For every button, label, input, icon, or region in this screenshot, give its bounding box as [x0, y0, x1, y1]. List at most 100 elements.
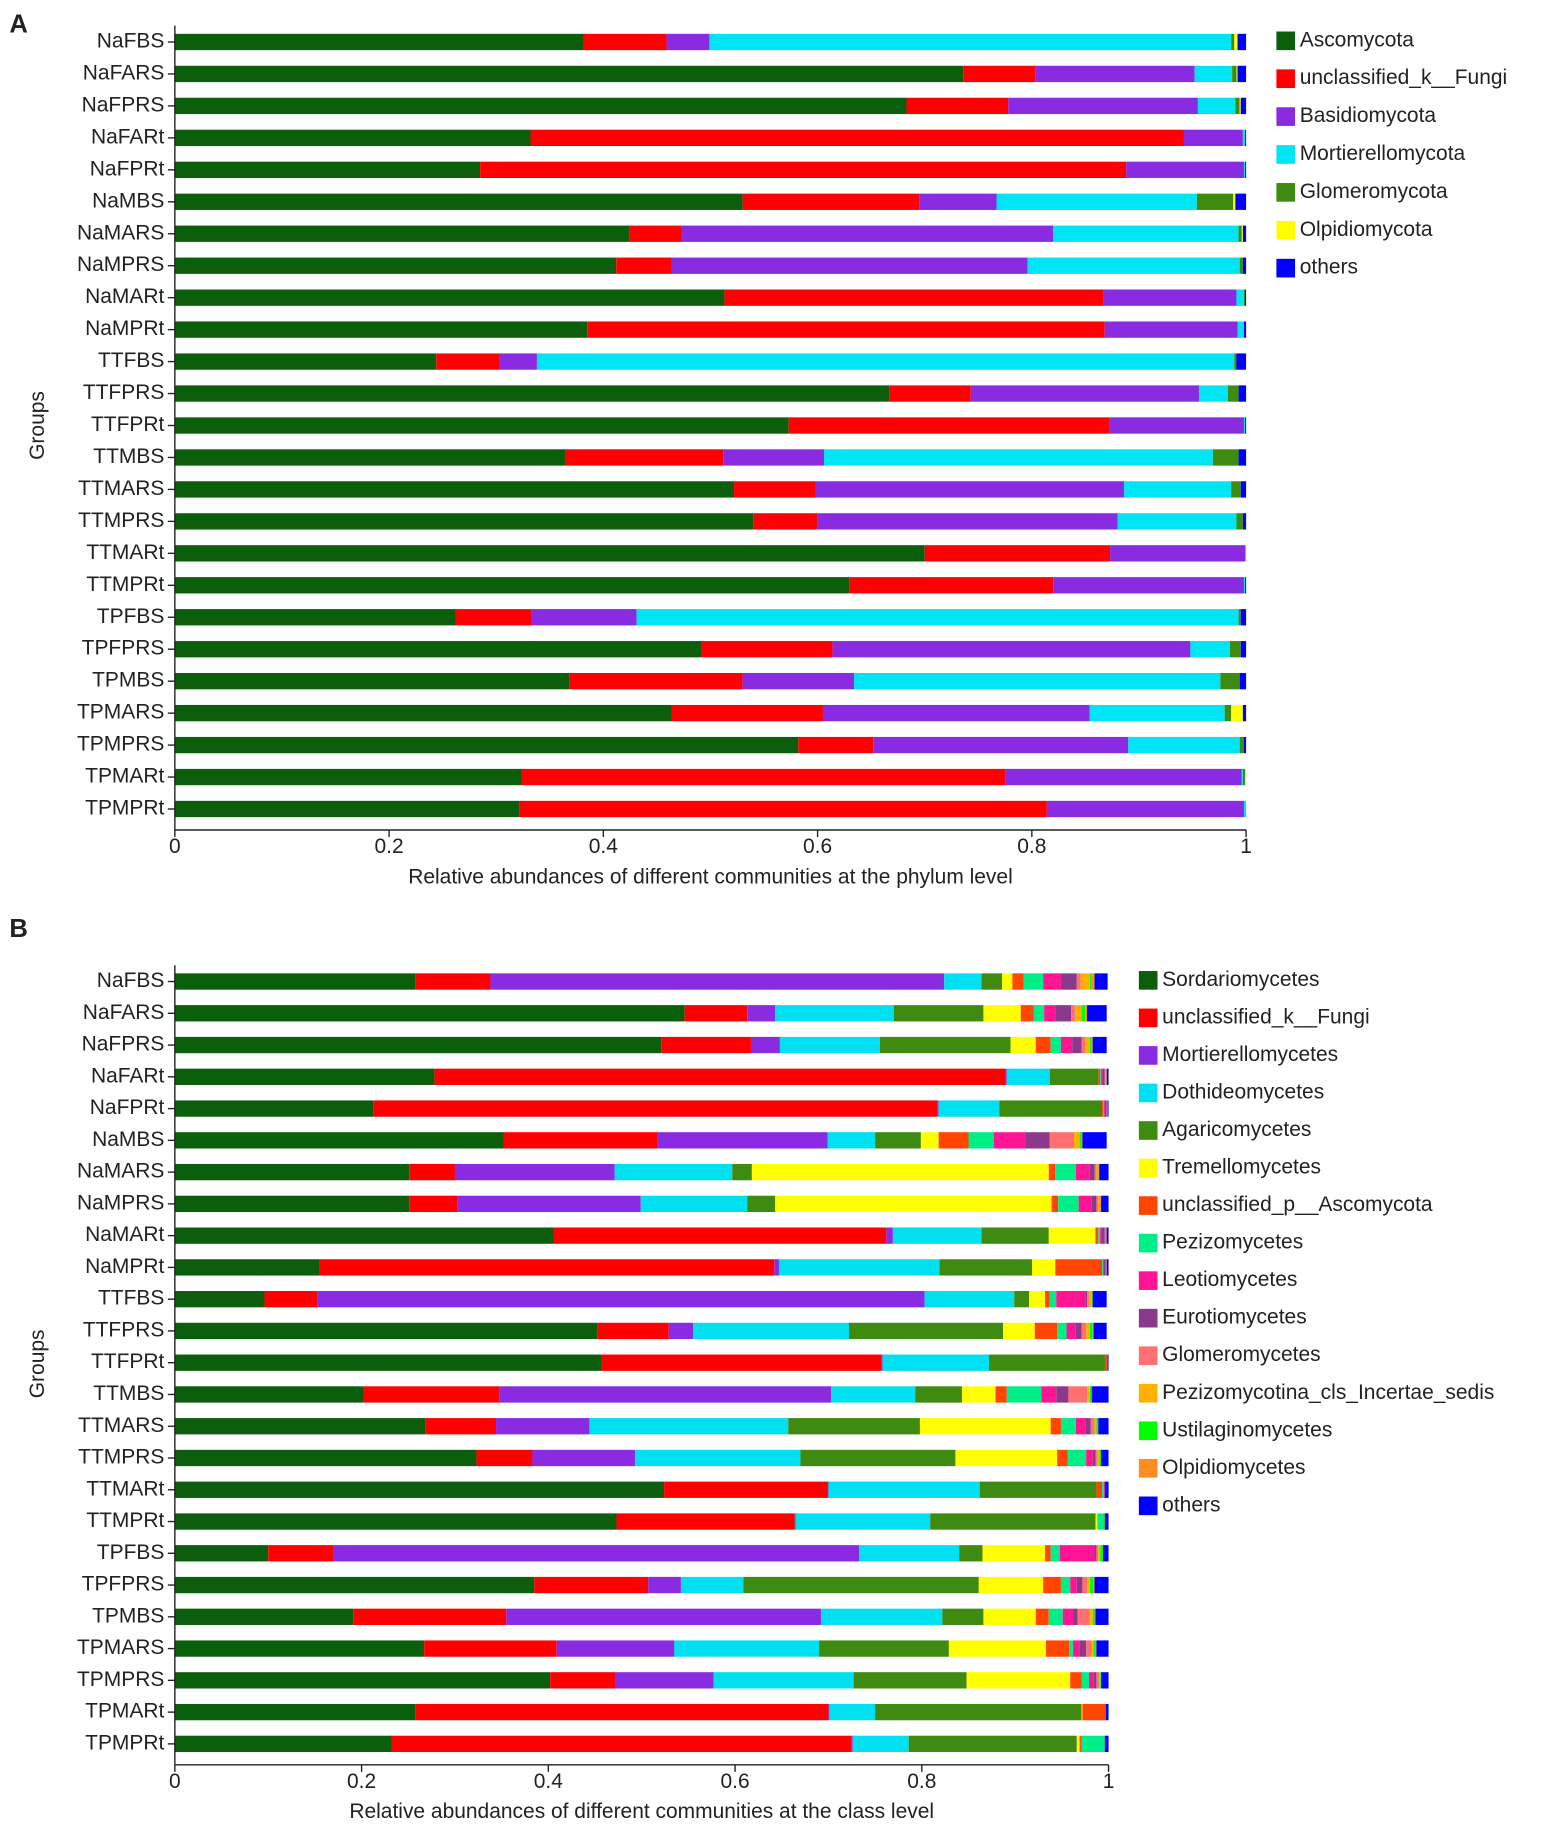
y-axis-title: Groups	[26, 1329, 49, 1398]
bar-segment	[174, 1481, 665, 1498]
bar-segment	[1237, 65, 1247, 83]
bar-segment	[859, 1545, 960, 1562]
bar-segment	[174, 1735, 392, 1753]
bar-segment	[1046, 800, 1244, 818]
bar-segment	[875, 1703, 1082, 1721]
bar-segment	[1070, 1672, 1082, 1689]
bar-segment	[1029, 1291, 1046, 1308]
bar-segment	[671, 257, 1028, 274]
bar-segment	[1079, 1735, 1082, 1753]
bar-segment	[1091, 1036, 1093, 1054]
bar-segment	[1240, 97, 1247, 115]
bar-segment	[1101, 1672, 1109, 1689]
bar-segment	[1102, 1100, 1103, 1117]
bar-segment	[597, 1322, 669, 1340]
y-tick-label: TTMPRS	[78, 509, 164, 532]
bar-segment	[455, 609, 532, 626]
bar-segment	[496, 1418, 590, 1435]
bar-segment	[589, 1418, 789, 1435]
bar-segment	[1049, 1132, 1075, 1149]
bar-segment	[981, 973, 1003, 990]
legend-swatch	[1276, 107, 1296, 126]
bar-segment	[919, 1418, 1051, 1435]
y-tick-label: TPMBS	[92, 1604, 164, 1627]
bar-segment	[434, 1068, 1006, 1085]
bar-segment	[1034, 1322, 1058, 1340]
bar-segment	[268, 1545, 334, 1562]
bar-segment	[778, 1259, 940, 1276]
bar-segment	[1245, 161, 1247, 178]
bar-segment	[915, 1386, 962, 1403]
bar-segment	[1081, 1005, 1086, 1022]
bar-segment	[174, 1672, 551, 1689]
bar-segment	[1092, 1449, 1096, 1467]
bar-segment	[565, 449, 724, 466]
bar-segment	[1103, 1100, 1105, 1117]
bar-segment	[457, 1195, 641, 1213]
bar-segment	[1104, 1481, 1109, 1498]
bar-segment	[1089, 1036, 1092, 1054]
bar-segment	[1098, 1418, 1109, 1435]
bar-segment	[1096, 1195, 1099, 1213]
bar-segment	[1043, 1576, 1061, 1594]
y-tick-label: NaFPRt	[90, 157, 165, 180]
bar-segment	[174, 704, 672, 722]
bar-segment	[174, 1005, 685, 1022]
bar-segment	[353, 1608, 507, 1625]
bar-segment	[1197, 97, 1236, 115]
y-tick-label: TPMPRS	[77, 733, 164, 756]
bar-segment	[587, 321, 1105, 338]
bar-segment	[174, 353, 437, 370]
bar-segment	[174, 193, 743, 210]
bar-segment	[1044, 1005, 1056, 1022]
bar-segment	[709, 33, 1232, 51]
bar-segment	[415, 1703, 829, 1721]
legend-swatch	[1138, 1458, 1158, 1478]
bar-segment	[1085, 1005, 1088, 1022]
bar-segment	[889, 385, 971, 402]
bar-segment	[536, 353, 1235, 370]
bar-segment	[919, 193, 997, 210]
bar-segment	[1057, 1449, 1068, 1467]
bar-segment	[1101, 1068, 1103, 1085]
legend-label: Olpidiomycota	[1300, 218, 1433, 241]
bar-segment	[1190, 641, 1231, 658]
bar-segment	[906, 97, 1009, 115]
bar-segment	[530, 129, 1184, 147]
bar-segment	[425, 1418, 497, 1435]
bar-segment	[908, 1735, 1077, 1753]
bar-segment	[1056, 1386, 1069, 1403]
bar-segment	[174, 129, 531, 147]
bar-segment	[1099, 1163, 1109, 1181]
bar-segment	[751, 1163, 1049, 1181]
bar-segment	[1243, 577, 1246, 594]
bar-segment	[1093, 1322, 1107, 1340]
bar-segment	[1081, 1322, 1087, 1340]
bar-segment	[827, 1132, 876, 1149]
bar-segment	[640, 1195, 748, 1213]
legend-label: Mortierellomycetes	[1162, 1043, 1338, 1066]
bar-segment	[1231, 33, 1235, 51]
bar-segment	[724, 289, 1104, 306]
bar-segment	[1099, 1195, 1101, 1213]
bar-segment	[1096, 1481, 1103, 1498]
bar-segment	[531, 609, 637, 626]
bar-segment	[1062, 1608, 1074, 1625]
bar-segment	[1245, 417, 1247, 434]
bar-segment	[1095, 1227, 1099, 1244]
bar-segment	[1068, 1386, 1088, 1403]
bar-segment	[924, 1291, 1015, 1308]
bar-segment	[1096, 1418, 1099, 1435]
bar-segment	[490, 973, 945, 990]
bar-segment	[635, 1449, 801, 1467]
bar-segment	[1098, 1227, 1101, 1244]
x-tick-label: 0.6	[720, 1770, 749, 1793]
bar-segment	[1239, 736, 1244, 754]
bar-segment	[409, 1163, 455, 1181]
y-tick-label: TTFPRt	[91, 413, 165, 436]
bar-segment	[1104, 1068, 1106, 1085]
bar-segment	[174, 1703, 416, 1721]
bar-segment	[1092, 1322, 1094, 1340]
bar-segment	[671, 704, 823, 722]
